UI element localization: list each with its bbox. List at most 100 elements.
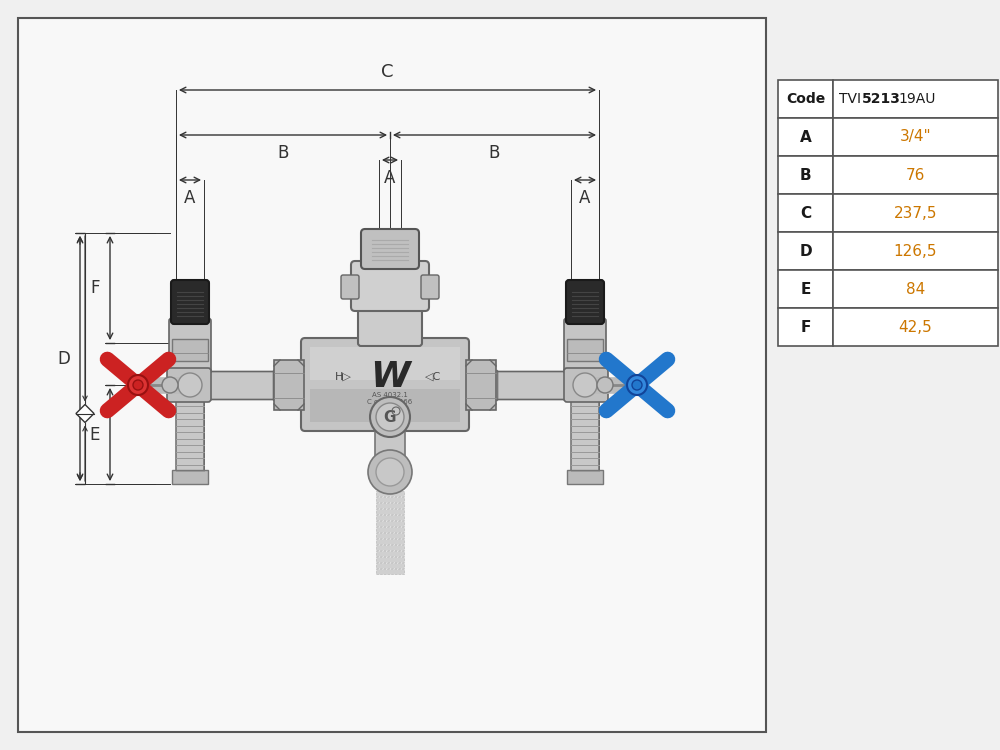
Bar: [376, 497, 404, 502]
Bar: [778, 80, 833, 118]
Text: AS 4032.1: AS 4032.1: [372, 392, 408, 398]
Text: F: F: [800, 320, 811, 334]
Circle shape: [368, 450, 412, 494]
Circle shape: [370, 397, 410, 437]
Text: 84: 84: [906, 281, 925, 296]
Bar: [376, 563, 404, 568]
Bar: [833, 194, 998, 232]
Bar: [477, 370, 497, 400]
FancyBboxPatch shape: [564, 368, 608, 402]
Bar: [567, 470, 603, 484]
Text: 126,5: 126,5: [894, 244, 937, 259]
Bar: [376, 491, 404, 496]
Bar: [376, 539, 404, 544]
Bar: [778, 156, 833, 194]
Text: 3/4": 3/4": [900, 130, 931, 145]
Circle shape: [627, 375, 647, 395]
Bar: [376, 527, 404, 532]
Text: B: B: [277, 144, 289, 162]
Text: E: E: [800, 281, 811, 296]
Bar: [376, 551, 404, 556]
Polygon shape: [76, 404, 94, 422]
Text: C of C 02466: C of C 02466: [367, 399, 413, 405]
Bar: [778, 270, 833, 308]
Text: A: A: [800, 130, 811, 145]
Bar: [778, 232, 833, 270]
Text: E: E: [90, 425, 100, 443]
Bar: [571, 396, 599, 474]
Bar: [375, 424, 405, 472]
Circle shape: [376, 458, 404, 486]
Bar: [778, 194, 833, 232]
Text: C: C: [800, 206, 811, 220]
Text: D: D: [57, 350, 70, 368]
Bar: [567, 339, 603, 361]
Bar: [778, 308, 833, 346]
FancyBboxPatch shape: [361, 229, 419, 269]
FancyBboxPatch shape: [341, 275, 359, 299]
Text: G: G: [384, 410, 396, 424]
Bar: [172, 470, 208, 484]
Circle shape: [573, 373, 597, 397]
Text: D: D: [799, 244, 812, 259]
FancyBboxPatch shape: [167, 368, 211, 402]
Text: ◁C: ◁C: [425, 372, 441, 382]
Bar: [273, 370, 293, 400]
Text: B: B: [489, 144, 500, 162]
Bar: [833, 308, 998, 346]
Circle shape: [178, 373, 202, 397]
Bar: [833, 156, 998, 194]
FancyBboxPatch shape: [564, 318, 606, 374]
Text: B: B: [800, 167, 811, 182]
FancyBboxPatch shape: [351, 261, 429, 311]
FancyBboxPatch shape: [169, 318, 211, 374]
Bar: [172, 339, 208, 361]
FancyBboxPatch shape: [566, 280, 604, 324]
Text: 42,5: 42,5: [899, 320, 932, 334]
Bar: [376, 557, 404, 562]
Text: 5213: 5213: [862, 92, 901, 106]
Text: W: W: [370, 360, 410, 394]
Text: 76: 76: [906, 167, 925, 182]
Bar: [833, 118, 998, 156]
Text: C: C: [381, 63, 394, 81]
Bar: [376, 521, 404, 526]
Bar: [310, 389, 460, 422]
Bar: [833, 270, 998, 308]
Text: TVI: TVI: [839, 92, 861, 106]
Bar: [208, 371, 273, 399]
Text: A: A: [579, 189, 591, 207]
Circle shape: [376, 403, 404, 431]
Bar: [376, 533, 404, 538]
Text: A: A: [384, 169, 396, 187]
Bar: [376, 515, 404, 520]
FancyBboxPatch shape: [301, 338, 469, 431]
Bar: [497, 371, 567, 399]
Text: 19AU: 19AU: [898, 92, 935, 106]
FancyBboxPatch shape: [171, 280, 209, 324]
Bar: [376, 545, 404, 550]
Text: Code: Code: [786, 92, 825, 106]
FancyBboxPatch shape: [421, 275, 439, 299]
Bar: [18, 18, 766, 732]
FancyBboxPatch shape: [358, 302, 422, 346]
Bar: [376, 503, 404, 508]
Bar: [376, 569, 404, 574]
Bar: [778, 118, 833, 156]
Circle shape: [597, 377, 613, 393]
Text: 237,5: 237,5: [894, 206, 937, 220]
Text: F: F: [90, 279, 100, 297]
Circle shape: [128, 375, 148, 395]
Text: A: A: [184, 189, 196, 207]
Circle shape: [632, 380, 642, 390]
Bar: [274, 360, 304, 410]
Circle shape: [162, 377, 178, 393]
Bar: [376, 509, 404, 514]
Text: H▷: H▷: [335, 372, 351, 382]
Bar: [833, 232, 998, 270]
Bar: [466, 360, 496, 410]
Circle shape: [133, 380, 143, 390]
Bar: [176, 396, 204, 474]
Bar: [833, 80, 998, 118]
Bar: [310, 347, 460, 380]
